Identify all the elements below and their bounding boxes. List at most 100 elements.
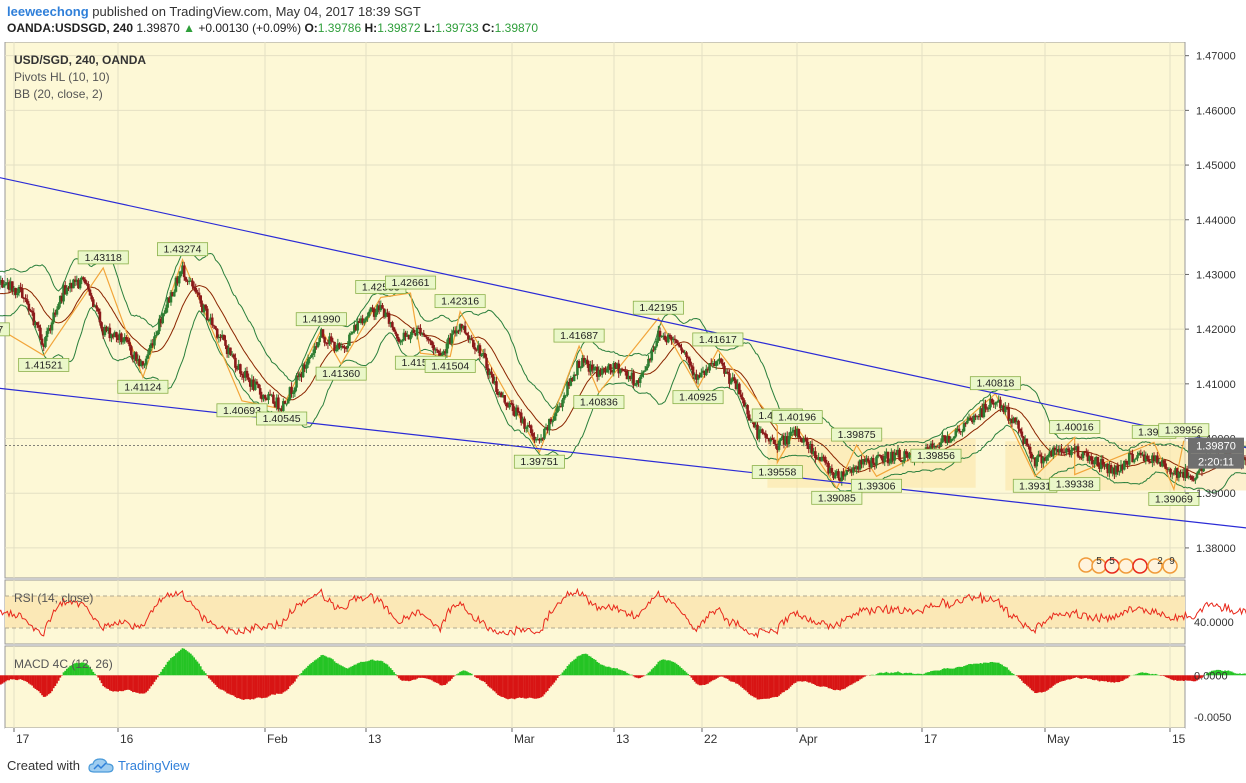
candle-body [361, 318, 364, 324]
candle-body [1076, 446, 1080, 457]
candle-body [42, 344, 46, 347]
time-axis[interactable]: 17 16 Feb 13 Mar 13 22 Apr 17 May 15 [13, 728, 1186, 746]
candle-body [478, 345, 482, 357]
candle-body [29, 310, 32, 312]
candle-body [182, 265, 186, 278]
symbol-title[interactable]: OANDA:USDSGD, 240 [7, 21, 134, 35]
pivot-label-text: 1.41687 [560, 330, 598, 342]
trendline[interactable] [0, 387, 1246, 534]
pivot-label-box [771, 410, 823, 424]
candle-body [207, 320, 211, 322]
candle-body [1094, 457, 1098, 462]
rsi-legend[interactable]: RSI (14, close) [14, 591, 93, 605]
candle-body [843, 474, 847, 477]
candle-body [1048, 451, 1052, 456]
candle-body [638, 376, 642, 383]
candle-body [546, 427, 549, 431]
candle-body [1185, 468, 1189, 478]
candle-body [181, 265, 184, 272]
pivot-label-box [910, 448, 962, 463]
candle-body [972, 415, 976, 423]
candle-body [98, 311, 102, 323]
candle-body [987, 407, 991, 410]
candle-body [1085, 451, 1088, 453]
tradingview-link[interactable]: TradingView [118, 758, 190, 773]
candle-body [726, 371, 730, 374]
pivot-label-box [157, 242, 209, 257]
candle-body [154, 335, 158, 337]
pivot-label: 1.43274 [157, 242, 209, 257]
candle-body [270, 394, 274, 396]
candle-body [280, 408, 283, 411]
calendar-event-icon[interactable] [1162, 558, 1178, 574]
chart-area[interactable]: 454611.443771.440951.434031.431181.43274… [0, 42, 1246, 751]
candle-body [704, 368, 708, 376]
price-axis[interactable]: 1.47000 1.46000 1.45000 1.44000 1.43000 1.420… [1185, 51, 1236, 555]
calendar-event-icon[interactable] [1118, 558, 1134, 574]
candle-body [1151, 455, 1154, 463]
candle-body [828, 467, 832, 474]
candle-body [54, 312, 57, 315]
candle-body [255, 381, 259, 384]
candle-body [653, 346, 657, 351]
candle-body [131, 355, 135, 360]
candle-body [262, 395, 265, 400]
bb-legend[interactable]: BB (20, close, 2) [14, 87, 103, 101]
candle-body [257, 383, 260, 389]
candle-body [666, 334, 670, 343]
candle-body [400, 340, 404, 342]
candle-body [944, 436, 948, 443]
candle-body [1058, 448, 1062, 453]
author-link[interactable]: leeweechong [7, 4, 89, 19]
calendar-event-icon[interactable] [1132, 558, 1148, 574]
pivot-label-text: 1.40693 [223, 405, 261, 417]
symbol-legend[interactable]: USD/SGD, 240, OANDA [14, 53, 146, 67]
candle-body [253, 381, 257, 390]
candle-body [427, 338, 431, 341]
candle-body [833, 474, 837, 479]
candle-body [926, 447, 929, 450]
candle-body [1055, 449, 1058, 451]
candle-body [767, 438, 771, 442]
candle-body [387, 313, 391, 324]
calendar-event-icon[interactable] [1147, 558, 1163, 574]
candle-body [245, 370, 249, 378]
trendline[interactable] [0, 140, 1246, 464]
candle-body [771, 437, 774, 440]
candle-body [384, 312, 388, 317]
candle-body [809, 443, 812, 450]
pivot-label-text: 1.43274 [164, 244, 202, 256]
calendar-event-icon[interactable] [1078, 557, 1094, 573]
candle-body [746, 405, 749, 415]
zigzag-line [0, 258, 1185, 492]
last-price: 1.39870 [136, 21, 180, 35]
pivot-label-text: 1.41124 [124, 381, 161, 393]
candle-body [848, 469, 852, 471]
candle-body [1149, 461, 1153, 463]
candle-body [508, 402, 511, 408]
pivots-legend[interactable]: Pivots HL (10, 10) [14, 70, 110, 84]
candle-body [655, 340, 659, 347]
candle-body [151, 343, 155, 346]
candle-body [595, 366, 599, 377]
candle-body [455, 330, 459, 334]
candle-body [817, 457, 820, 460]
event-widgets[interactable]: 5 5 2 9 [1078, 556, 1178, 574]
x-tick-label: 13 [368, 732, 382, 746]
candle-body [57, 303, 60, 310]
candle-body [85, 283, 88, 285]
candle-body [415, 327, 419, 336]
candle-body [784, 436, 787, 445]
candle-body [700, 372, 703, 378]
candle-body [1180, 472, 1184, 474]
candle-body [341, 346, 345, 348]
candle-body [67, 287, 70, 289]
candle-body [1127, 453, 1131, 465]
candle-body [1043, 457, 1047, 461]
candle-body [946, 435, 949, 443]
candle-body [1132, 459, 1136, 463]
macd-legend[interactable]: MACD 4C (12, 26) [14, 657, 113, 671]
candle-body [495, 381, 498, 392]
candle-body [491, 374, 495, 384]
trendlines[interactable] [0, 140, 1246, 536]
